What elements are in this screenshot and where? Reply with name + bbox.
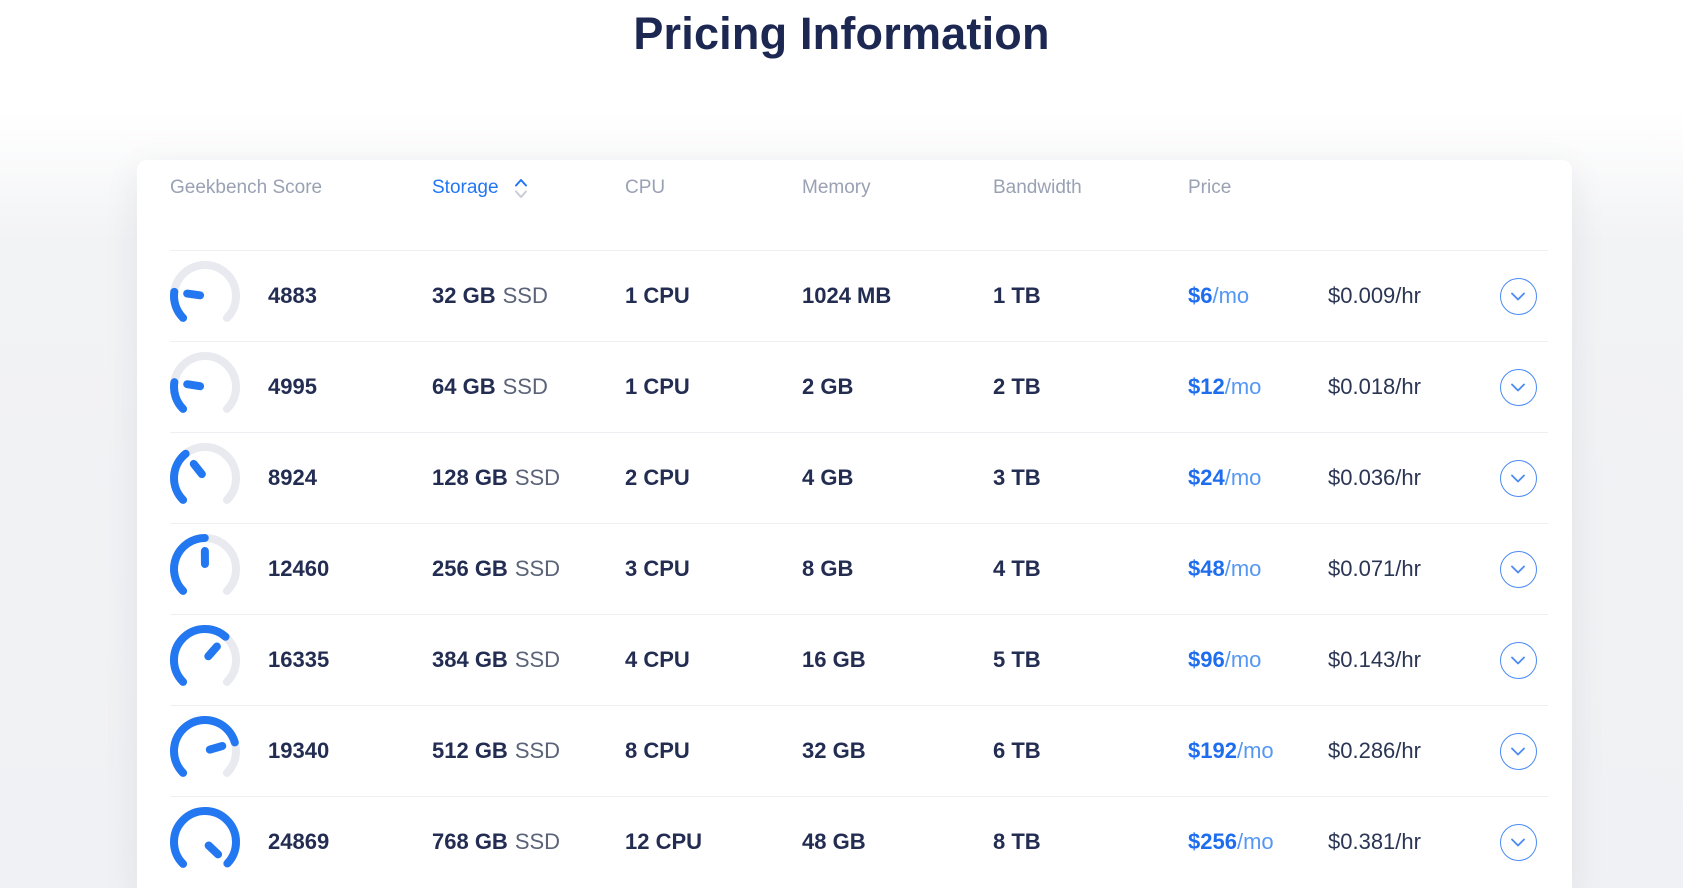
cpu-value: 4 CPU bbox=[625, 647, 690, 672]
storage-value: 512 GB SSD bbox=[432, 738, 561, 763]
storage-value: 64 GB SSD bbox=[432, 374, 548, 399]
price-monthly: $192/mo bbox=[1188, 738, 1274, 763]
price-hourly: $0.018/hr bbox=[1328, 374, 1421, 399]
cpu-value: 12 CPU bbox=[625, 829, 703, 854]
expand-row-button[interactable] bbox=[1499, 550, 1537, 588]
storage-value: 256 GB SSD bbox=[432, 556, 561, 581]
column-header-cpu: CPU bbox=[625, 177, 666, 198]
table-row: 4995 64 GB SSD 1 CPU 2 GB 2 TB $12/mo $0.… bbox=[170, 341, 1548, 432]
geekbench-gauge-icon bbox=[166, 348, 268, 426]
storage-type-label: SSD bbox=[514, 738, 561, 763]
storage-type-label: SSD bbox=[514, 829, 561, 854]
table-row: 4883 32 GB SSD 1 CPU 1024 MB 1 TB $6/mo $… bbox=[170, 250, 1548, 341]
geekbench-score-value: 24869 bbox=[268, 829, 330, 854]
storage-type-label: SSD bbox=[514, 556, 561, 581]
cpu-value: 3 CPU bbox=[625, 556, 690, 581]
chevron-down-icon bbox=[1511, 383, 1525, 391]
storage-type-label: SSD bbox=[514, 647, 561, 672]
storage-value: 384 GB SSD bbox=[432, 647, 561, 672]
memory-value: 16 GB bbox=[802, 647, 866, 672]
chevron-down-icon bbox=[1511, 838, 1525, 846]
price-hourly: $0.036/hr bbox=[1328, 465, 1421, 490]
storage-type-label: SSD bbox=[502, 283, 548, 308]
price-monthly: $6/mo bbox=[1188, 283, 1250, 308]
expand-row-button[interactable] bbox=[1499, 277, 1537, 315]
chevron-down-icon bbox=[1511, 747, 1525, 755]
bandwidth-value: 6 TB bbox=[993, 738, 1041, 763]
price-monthly: $48/mo bbox=[1188, 556, 1262, 581]
geekbench-gauge-icon bbox=[166, 712, 268, 790]
page-title: Pricing Information bbox=[633, 8, 1050, 59]
price-hourly: $0.009/hr bbox=[1328, 283, 1421, 308]
price-monthly: $256/mo bbox=[1188, 829, 1274, 854]
expand-row-button[interactable] bbox=[1499, 368, 1537, 406]
table-body: 4883 32 GB SSD 1 CPU 1024 MB 1 TB $6/mo $… bbox=[170, 250, 1548, 887]
table-header-row: Geekbench Score Storage CPU Memory Bandw… bbox=[170, 160, 1548, 250]
geekbench-gauge-icon bbox=[166, 621, 268, 699]
bandwidth-value: 3 TB bbox=[993, 465, 1041, 490]
bandwidth-value: 5 TB bbox=[993, 647, 1041, 672]
price-hourly: $0.381/hr bbox=[1328, 829, 1421, 854]
sort-desc-chevron-icon bbox=[514, 190, 527, 198]
expand-row-button[interactable] bbox=[1499, 641, 1537, 679]
memory-value: 48 GB bbox=[802, 829, 866, 854]
cpu-value: 8 CPU bbox=[625, 738, 690, 763]
storage-value: 768 GB SSD bbox=[432, 829, 561, 854]
memory-value: 2 GB bbox=[802, 374, 854, 399]
storage-type-label: SSD bbox=[514, 465, 561, 490]
sort-asc-chevron-icon bbox=[514, 178, 527, 186]
column-header-bandwidth: Bandwidth bbox=[993, 177, 1082, 198]
memory-value: 32 GB bbox=[802, 738, 866, 763]
geekbench-score-value: 4883 bbox=[268, 283, 317, 308]
storage-value: 128 GB SSD bbox=[432, 465, 561, 490]
geekbench-score-value: 16335 bbox=[268, 647, 330, 672]
memory-value: 8 GB bbox=[802, 556, 854, 581]
price-monthly: $12/mo bbox=[1188, 374, 1262, 399]
geekbench-score-value: 12460 bbox=[268, 556, 330, 581]
memory-value: 1024 MB bbox=[802, 283, 892, 308]
expand-row-button[interactable] bbox=[1499, 732, 1537, 770]
table-row: 16335 384 GB SSD 4 CPU 16 GB 5 TB $96/mo … bbox=[170, 614, 1548, 705]
column-header-memory: Memory bbox=[802, 177, 871, 198]
geekbench-gauge-icon bbox=[166, 530, 268, 608]
expand-row-button[interactable] bbox=[1499, 823, 1537, 861]
bandwidth-value: 1 TB bbox=[993, 283, 1041, 308]
table-row: 8924 128 GB SSD 2 CPU 4 GB 3 TB $24/mo $0… bbox=[170, 432, 1548, 523]
chevron-down-icon bbox=[1511, 292, 1525, 300]
price-hourly: $0.071/hr bbox=[1328, 556, 1421, 581]
price-monthly: $96/mo bbox=[1188, 647, 1262, 672]
geekbench-score-value: 19340 bbox=[268, 738, 330, 763]
price-hourly: $0.286/hr bbox=[1328, 738, 1421, 763]
cpu-value: 1 CPU bbox=[625, 374, 690, 399]
bandwidth-value: 4 TB bbox=[993, 556, 1041, 581]
column-header-storage-label: Storage bbox=[432, 177, 499, 198]
column-header-storage[interactable]: Storage bbox=[432, 177, 625, 199]
table-row: 12460 256 GB SSD 3 CPU 8 GB 4 TB $48/mo $… bbox=[170, 523, 1548, 614]
memory-value: 4 GB bbox=[802, 465, 854, 490]
geekbench-score-value: 4995 bbox=[268, 374, 317, 399]
bandwidth-value: 8 TB bbox=[993, 829, 1041, 854]
storage-type-label: SSD bbox=[502, 374, 548, 399]
chevron-down-icon bbox=[1511, 656, 1525, 664]
column-header-geekbench-score: Geekbench Score bbox=[170, 177, 323, 198]
geekbench-gauge-icon bbox=[166, 803, 268, 881]
pricing-table-card: Geekbench Score Storage CPU Memory Bandw… bbox=[137, 160, 1572, 888]
chevron-down-icon bbox=[1511, 565, 1525, 573]
cpu-value: 2 CPU bbox=[625, 465, 690, 490]
price-hourly: $0.143/hr bbox=[1328, 647, 1421, 672]
price-monthly: $24/mo bbox=[1188, 465, 1262, 490]
geekbench-score-value: 8924 bbox=[268, 465, 317, 490]
geekbench-gauge-icon bbox=[166, 439, 268, 517]
chevron-down-icon bbox=[1511, 474, 1525, 482]
geekbench-gauge-icon bbox=[166, 257, 268, 335]
table-row: 19340 512 GB SSD 8 CPU 32 GB 6 TB $192/mo… bbox=[170, 705, 1548, 796]
column-header-price: Price bbox=[1188, 177, 1232, 198]
table-row: 24869 768 GB SSD 12 CPU 48 GB 8 TB $256/m… bbox=[170, 796, 1548, 887]
expand-row-button[interactable] bbox=[1499, 459, 1537, 497]
cpu-value: 1 CPU bbox=[625, 283, 690, 308]
sort-icon[interactable] bbox=[514, 178, 528, 199]
bandwidth-value: 2 TB bbox=[993, 374, 1041, 399]
storage-value: 32 GB SSD bbox=[432, 283, 548, 308]
